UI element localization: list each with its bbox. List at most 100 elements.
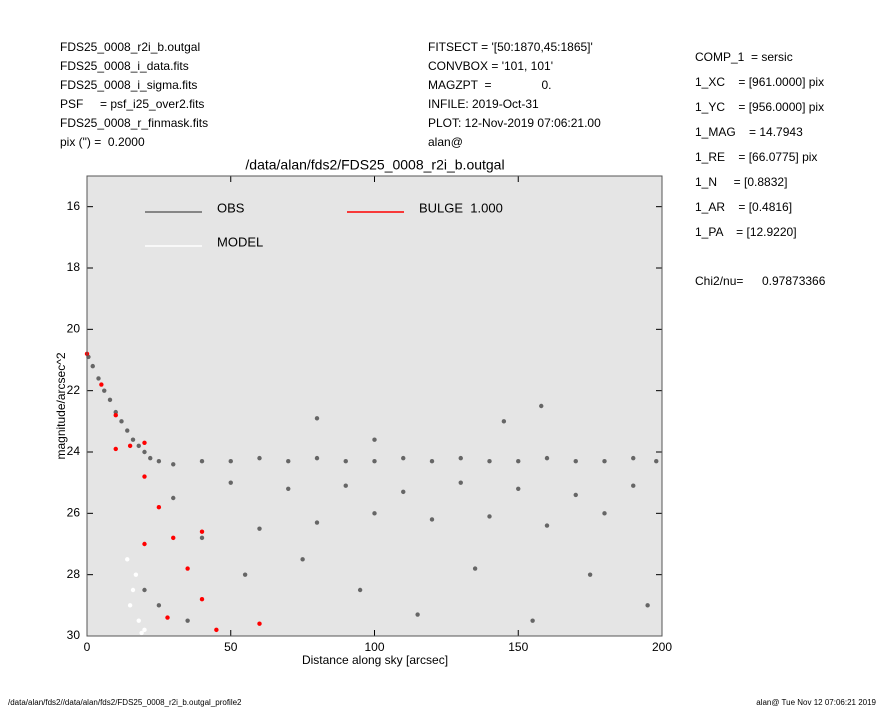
data-point	[156, 603, 162, 608]
header-left: pix (") = 0.2000	[60, 135, 145, 149]
data-point	[142, 627, 147, 633]
y-tick-label: 22	[67, 383, 81, 397]
data-point	[199, 529, 205, 534]
header-left: PSF = psf_i25_over2.fits	[60, 97, 204, 111]
data-point	[102, 388, 107, 393]
data-point	[113, 413, 118, 418]
data-point	[125, 557, 130, 562]
data-point	[142, 449, 147, 455]
data-point	[487, 459, 492, 464]
footer-right: alan@ Tue Nov 12 07:06:21 2019	[756, 698, 876, 707]
data-point	[458, 480, 463, 485]
data-point	[142, 440, 147, 445]
footer-left: /data/alan/fds2//data/alan/fds2/FDS25_00…	[8, 698, 242, 707]
plot-area	[87, 176, 662, 636]
data-point	[119, 419, 124, 424]
data-point	[90, 363, 95, 369]
data-point	[199, 459, 205, 464]
data-point	[343, 483, 348, 488]
data-point	[429, 459, 435, 464]
header-right: 1_MAG = 14.7943	[695, 125, 803, 139]
data-point	[214, 627, 219, 633]
data-point	[587, 572, 593, 577]
header-left: FDS25_0008_r_finmask.fits	[60, 116, 208, 130]
data-point	[300, 557, 305, 562]
chart-title: /data/alan/fds2/FDS25_0008_r2i_b.outgal	[245, 157, 504, 173]
data-point	[113, 446, 118, 452]
data-point	[343, 459, 348, 464]
data-point	[645, 603, 650, 608]
data-point	[199, 597, 205, 602]
data-point	[314, 455, 320, 461]
data-point	[539, 403, 544, 409]
data-point	[257, 526, 262, 531]
data-point	[544, 455, 550, 461]
data-point	[99, 382, 104, 387]
data-point	[314, 520, 320, 525]
data-point	[171, 535, 176, 541]
y-tick-label: 28	[67, 567, 81, 581]
header-middle: FITSECT = '[50:1870,45:1865]'	[428, 40, 593, 54]
data-point	[171, 495, 176, 501]
plot-frame	[86, 175, 663, 637]
data-point	[165, 615, 170, 620]
header-middle: alan@	[428, 135, 463, 149]
data-point	[602, 459, 607, 464]
data-point	[96, 376, 101, 381]
header-middle: MAGZPT = 0.	[428, 78, 551, 92]
data-point	[127, 443, 133, 449]
y-tick-label: 24	[67, 444, 81, 458]
data-point	[136, 618, 141, 623]
data-point	[602, 511, 607, 516]
data-point	[314, 416, 320, 421]
data-point	[228, 459, 233, 464]
data-point	[415, 612, 420, 617]
data-point	[654, 459, 659, 464]
data-point	[156, 459, 162, 464]
data-point	[142, 541, 147, 547]
data-point	[401, 455, 406, 461]
data-point	[458, 455, 463, 461]
y-tick-label: 20	[67, 322, 81, 336]
x-axis-label: Distance along sky [arcsec]	[302, 653, 448, 667]
data-point	[113, 409, 118, 415]
header-right: 1_XC = [961.0000] pix	[695, 75, 824, 89]
x-tick-label: 100	[364, 640, 384, 654]
data-point	[487, 514, 492, 519]
header-left: FDS25_0008_r2i_b.outgal	[60, 40, 200, 54]
header-right: COMP_1 = sersic	[695, 50, 793, 64]
data-point	[142, 474, 147, 479]
data-point	[472, 566, 478, 571]
x-tick-label: 0	[84, 640, 91, 654]
y-axis-label: magnitude/arcsec^2	[54, 352, 68, 459]
legend-label: BULGE 1.000	[419, 200, 503, 215]
data-point	[142, 587, 147, 593]
data-point	[573, 492, 578, 498]
y-tick-label: 16	[67, 199, 81, 213]
x-tick-label: 150	[508, 640, 528, 654]
data-point	[501, 419, 507, 424]
data-point	[156, 505, 162, 510]
chi2-label: Chi2/nu=	[695, 274, 743, 288]
header-right: 1_PA = [12.9220]	[695, 225, 797, 239]
header-left: FDS25_0008_i_data.fits	[60, 59, 189, 73]
data-point	[286, 459, 291, 464]
data-point	[185, 618, 190, 623]
data-point	[127, 603, 133, 608]
y-tick-label: 30	[67, 628, 81, 642]
data-point	[242, 572, 248, 577]
legend-label: MODEL	[217, 234, 263, 249]
y-tick-label: 18	[67, 260, 81, 274]
header-left: FDS25_0008_i_sigma.fits	[60, 78, 197, 92]
header-right: 1_AR = [0.4816]	[695, 200, 792, 214]
data-point	[429, 517, 435, 522]
header-right: 1_YC = [956.0000] pix	[695, 100, 824, 114]
data-point	[171, 462, 176, 467]
data-point	[372, 511, 377, 516]
data-point	[107, 397, 113, 403]
data-point	[257, 621, 262, 626]
data-point	[631, 455, 636, 461]
data-point	[286, 486, 291, 491]
data-point	[139, 630, 144, 636]
